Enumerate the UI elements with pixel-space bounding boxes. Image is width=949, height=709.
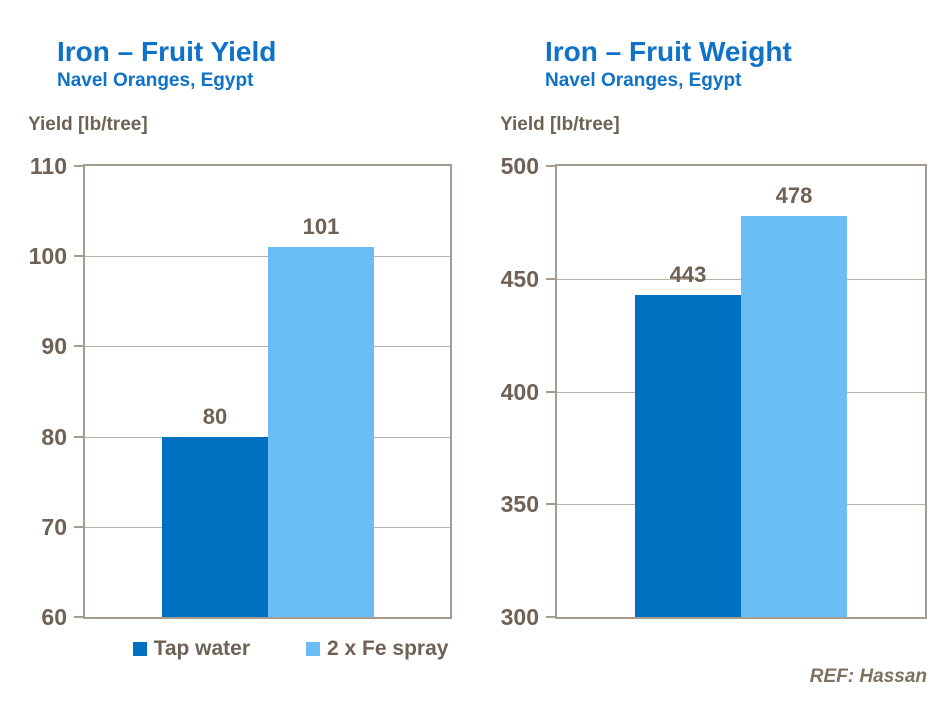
bar-value-label: 443	[669, 262, 707, 287]
y-axis-tick	[74, 616, 85, 618]
y-axis-tick	[74, 345, 85, 347]
gridline	[85, 256, 450, 257]
y-axis-tick	[74, 165, 85, 167]
y-tick-label: 300	[500, 604, 539, 630]
chart-title: Iron – Fruit Yield	[57, 36, 277, 67]
y-tick-label: 80	[41, 424, 67, 450]
y-axis-tick	[546, 278, 557, 280]
y-axis-tick	[546, 503, 557, 505]
chart-subtitle: Navel Oranges, Egypt	[57, 70, 254, 91]
legend-swatch-tap-water	[132, 642, 147, 656]
bar-value-label: 101	[302, 214, 340, 239]
legend-swatch-fe-spray	[306, 642, 321, 656]
gridline	[85, 346, 450, 347]
y-tick-label: 400	[500, 379, 539, 405]
reference-label: REF: Hassan	[809, 666, 927, 687]
bar-2-x-fe-spray	[268, 247, 374, 617]
y-axis-label: Yield [lb/tree]	[28, 114, 148, 135]
y-tick-label: 100	[28, 243, 67, 269]
y-tick-label: 350	[500, 491, 539, 517]
plot-area: 300 350 400 450 500 443 478	[501, 153, 927, 630]
y-axis-tick	[74, 436, 85, 438]
y-tick-label: 500	[500, 153, 539, 179]
y-axis-tick	[74, 255, 85, 257]
legend: Tap water 2 x Fe spray	[83, 637, 452, 661]
chart-subtitle: Navel Oranges, Egypt	[545, 70, 742, 91]
bar-value-label: 478	[775, 183, 813, 208]
y-axis-tick	[546, 391, 557, 393]
y-tick-label: 70	[41, 514, 67, 540]
legend-item-fe-spray: 2 x Fe spray	[306, 637, 448, 661]
bar-tap-water	[635, 295, 741, 617]
y-axis-tick	[74, 526, 85, 528]
bar-2-x-fe-spray	[741, 216, 847, 617]
y-axis-tick	[546, 165, 557, 167]
y-tick-label: 90	[41, 333, 67, 359]
bar-value-label: 80	[202, 404, 228, 429]
y-tick-label: 60	[41, 604, 67, 630]
chart-title: Iron – Fruit Weight	[545, 36, 792, 67]
bar-tap-water	[162, 437, 268, 617]
y-axis-label: Yield [lb/tree]	[500, 114, 620, 135]
legend-item-tap-water: Tap water	[132, 637, 251, 661]
y-tick-label: 110	[29, 153, 67, 179]
plot-area: 60 70 80 90 100 110 80 101	[29, 153, 452, 630]
legend-label-fe-spray: 2 x Fe spray	[327, 637, 449, 660]
y-axis-tick	[546, 616, 557, 618]
y-tick-label: 450	[500, 266, 539, 292]
legend-label-tap-water: Tap water	[153, 637, 251, 660]
